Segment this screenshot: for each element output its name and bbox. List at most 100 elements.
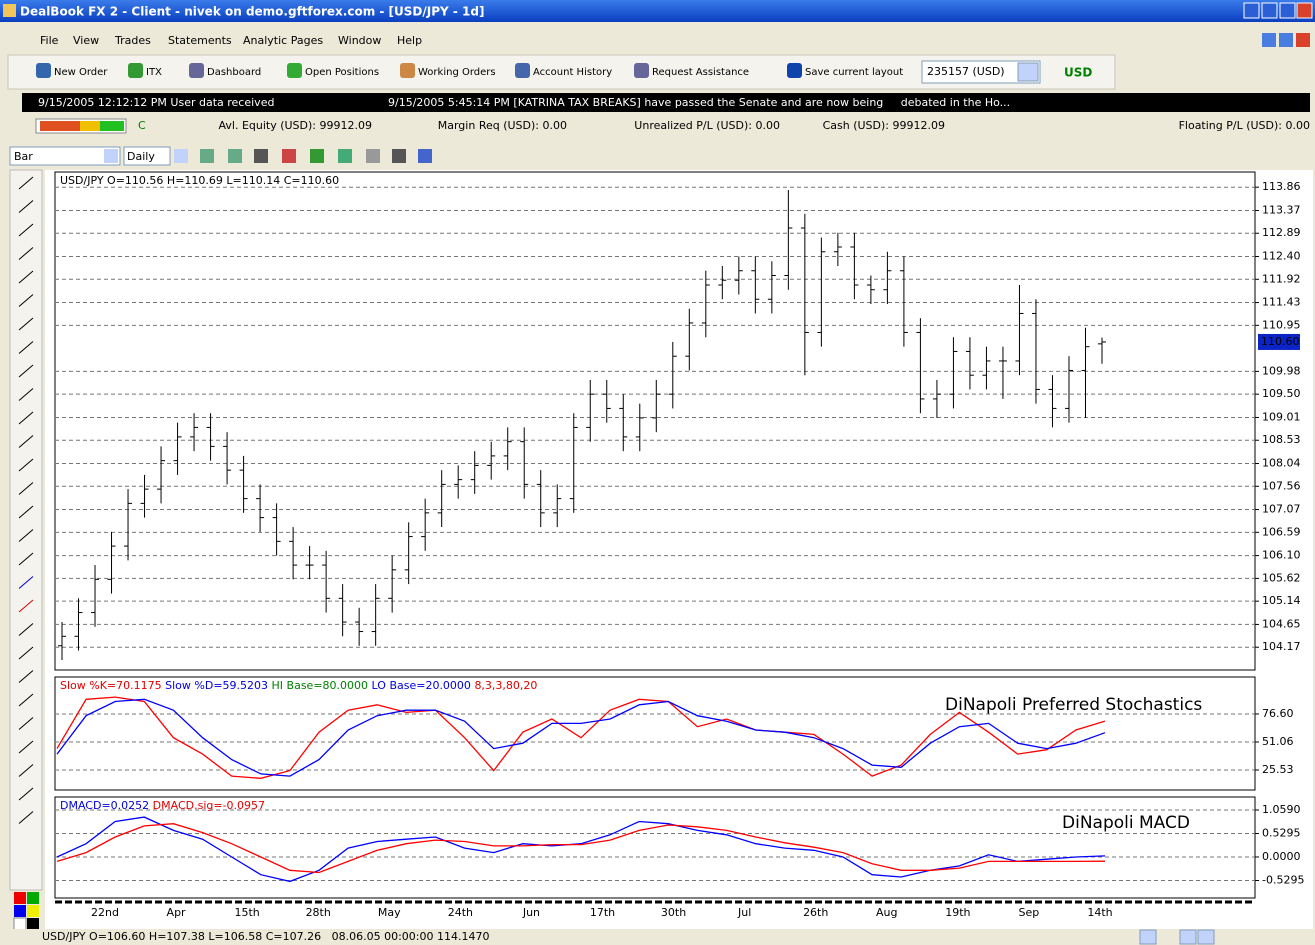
drawing-tool[interactable]	[18, 317, 34, 331]
drawing-tool[interactable]	[18, 529, 34, 542]
toolbar-button[interactable]: Request Assistance	[652, 67, 749, 78]
x-tick-label: 28th	[306, 906, 331, 919]
drawing-tool[interactable]	[18, 693, 34, 707]
y-tick-label: 51.06	[1262, 735, 1294, 748]
toolbar-button[interactable]: Dashboard	[207, 67, 261, 78]
drawing-tool[interactable]	[18, 740, 34, 754]
chart-toolbar	[0, 145, 1315, 167]
x-tick-label: 19th	[945, 906, 970, 919]
tool-icon[interactable]	[254, 149, 268, 163]
drawing-tool[interactable]	[18, 764, 34, 777]
drawing-tool[interactable]	[18, 223, 34, 237]
indicator-line	[56, 823, 1106, 874]
window-title: DealBook FX 2 - Client - nivek on demo.g…	[20, 5, 484, 19]
drawing-tool[interactable]	[18, 411, 34, 425]
account-dropdown[interactable]	[1017, 62, 1039, 82]
drawing-tool[interactable]	[18, 176, 34, 190]
restore-button[interactable]	[1261, 2, 1278, 19]
drawing-tool[interactable]	[18, 200, 34, 213]
swatch[interactable]	[27, 892, 39, 904]
mdi-min[interactable]	[1262, 33, 1276, 47]
status-field: Cash (USD): 99912.09	[823, 119, 945, 132]
menu-item[interactable]: Statements	[168, 34, 232, 47]
toolbar-buttons: New Order ITX Dashboard Open Positions Worki…	[36, 63, 903, 78]
price-panel	[54, 171, 1256, 671]
tool-icon[interactable]	[282, 149, 296, 163]
button-icon	[787, 63, 802, 78]
drawing-tool[interactable]	[18, 646, 34, 660]
tool-icon[interactable]	[418, 149, 432, 163]
drawing-tool[interactable]	[18, 482, 34, 495]
y-tick-label: 1.0590	[1262, 803, 1301, 816]
drawing-tool[interactable]	[18, 552, 34, 566]
drawing-tool[interactable]	[18, 599, 34, 613]
menu-item[interactable]: File	[40, 34, 59, 47]
toolbar-button[interactable]: Save current layout	[805, 67, 903, 78]
toolbar-button[interactable]: Working Orders	[418, 67, 496, 78]
y-tick-label: 108.53	[1262, 433, 1301, 446]
toolbar-button[interactable]: ITX	[146, 67, 162, 78]
menu-item[interactable]: Analytic Pages	[243, 34, 323, 47]
period-select[interactable]	[123, 146, 171, 166]
toolbar-button[interactable]: Account History	[533, 67, 612, 78]
tool-icon[interactable]	[200, 149, 214, 163]
tool-icon[interactable]	[392, 149, 406, 163]
max-button[interactable]	[1279, 2, 1296, 19]
drawing-tools	[18, 176, 34, 824]
swatch[interactable]	[27, 918, 39, 930]
drawing-tool[interactable]	[18, 670, 34, 683]
menu-item[interactable]: View	[73, 34, 99, 47]
status-field: Unrealized P/L (USD): 0.00	[634, 119, 780, 132]
drawing-tool[interactable]	[18, 787, 34, 801]
drawing-tool[interactable]	[18, 294, 34, 307]
swatch[interactable]	[14, 905, 26, 917]
status-fields: Avl. Equity (USD): 99912.09 Margin Req (U…	[219, 119, 1311, 132]
button-icon	[36, 63, 51, 78]
y-tick-label: 111.92	[1262, 272, 1301, 285]
account-select[interactable]	[921, 60, 1041, 84]
dropdown[interactable]	[174, 149, 188, 163]
drawing-tool[interactable]	[18, 623, 34, 636]
style-select[interactable]	[9, 146, 121, 166]
drawing-tool[interactable]	[18, 505, 34, 519]
y-tick-label: 107.07	[1262, 503, 1301, 516]
app-icon	[3, 4, 16, 17]
scroll-left[interactable]	[1139, 929, 1157, 945]
tool-icon[interactable]	[338, 149, 352, 163]
scroll-right[interactable]	[1197, 929, 1215, 945]
dropdown[interactable]	[104, 149, 118, 163]
legend-entry: LO Base=20.0000	[372, 679, 471, 692]
swatch[interactable]	[13, 917, 27, 931]
drawing-tool[interactable]	[18, 717, 34, 730]
min-button[interactable]	[1243, 2, 1260, 19]
drawing-tool[interactable]	[18, 458, 34, 472]
tool-icon[interactable]	[366, 149, 380, 163]
chart-tools	[104, 149, 432, 163]
button-icon	[128, 63, 143, 78]
macd-legend: DMACD=0.0252 DMACD.sig=-0.0957	[60, 799, 265, 812]
mdi-restore[interactable]	[1279, 33, 1293, 47]
drawing-tool[interactable]	[18, 364, 34, 378]
toolbar-button[interactable]: Open Positions	[305, 67, 379, 78]
button-icon	[515, 63, 530, 78]
drawing-tool[interactable]	[18, 435, 34, 448]
close-button[interactable]	[1296, 2, 1313, 19]
swatch[interactable]	[14, 892, 26, 904]
tool-icon[interactable]	[228, 149, 242, 163]
drawing-tool[interactable]	[18, 576, 34, 589]
mdi-close[interactable]	[1296, 33, 1310, 47]
drawing-tool[interactable]	[18, 247, 34, 260]
drawing-tool[interactable]	[18, 388, 34, 401]
drawing-tool[interactable]	[18, 270, 34, 284]
scroll-thumb[interactable]	[1179, 929, 1197, 945]
footer-bar	[0, 929, 1315, 945]
menu-item[interactable]: Help	[397, 34, 422, 47]
drawing-tool[interactable]	[18, 341, 34, 354]
swatch[interactable]	[27, 905, 39, 917]
tool-icon[interactable]	[310, 149, 324, 163]
toolbar-button[interactable]: New Order	[54, 67, 108, 78]
menu-item[interactable]: Trades	[114, 34, 151, 47]
drawing-tool[interactable]	[18, 811, 34, 824]
menu-item[interactable]: Window	[338, 34, 381, 47]
